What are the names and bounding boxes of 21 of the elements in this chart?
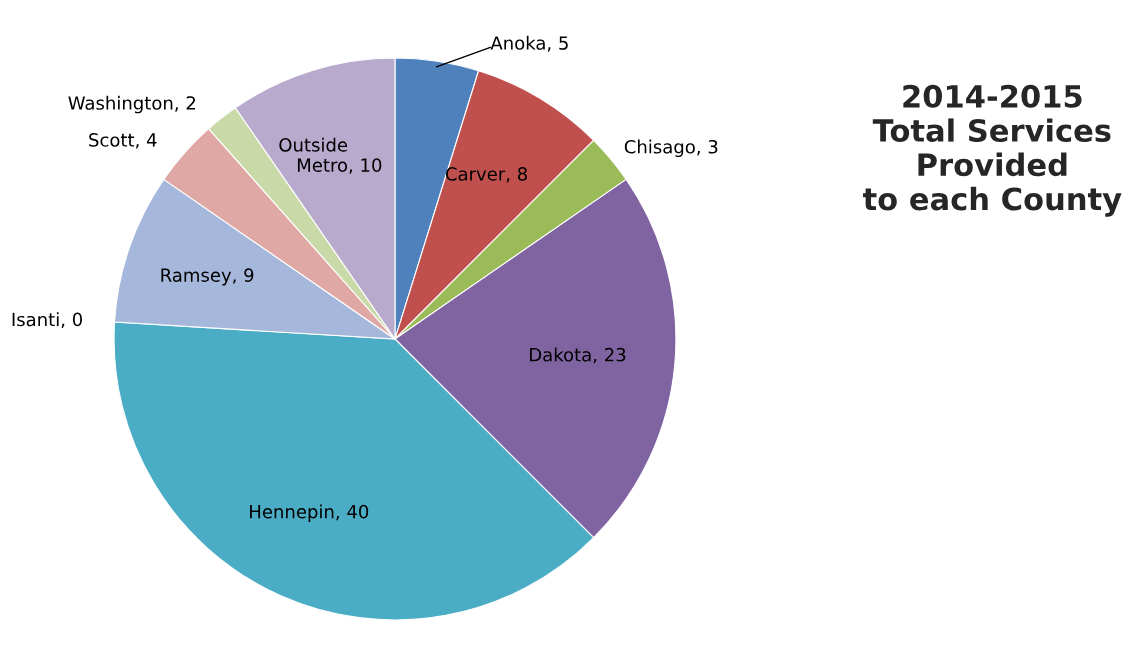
slice-label: Carver: [445, 167, 506, 181]
category-label: Isanti: [12, 312, 59, 327]
data-label: , 8: [506, 167, 527, 183]
data-label: , 10: [349, 158, 382, 174]
text: 2014-2015 Total Services Provided to each County: [862, 84, 1122, 217]
slice-label: Chisago: [624, 139, 695, 158]
data-label: , 4: [135, 133, 157, 149]
text: , 0: [61, 312, 82, 329]
data-label: , 9: [233, 268, 254, 284]
slice-label: Scott: [89, 133, 135, 147]
slice-label: Washington: [68, 95, 173, 114]
slice-label: Hennepin: [250, 504, 334, 522]
data-label: , 23: [593, 347, 626, 364]
data-label: , 2: [175, 96, 195, 112]
data-label: , 5: [547, 36, 568, 52]
slice-label: Ramsey: [161, 268, 232, 286]
slice-label: Outside Metro: [279, 137, 348, 172]
slice-label: Anoka: [490, 35, 545, 50]
data-label: , 3: [697, 139, 718, 156]
data-label: , 40: [336, 504, 369, 521]
slice-label: Dakota: [530, 347, 591, 362]
